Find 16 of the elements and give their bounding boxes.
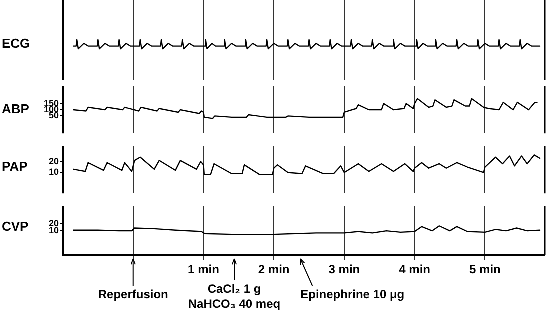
y-axis-title: ECG xyxy=(2,36,30,52)
x-tick-label: 4 min xyxy=(399,262,430,277)
y-axis-title: ABP xyxy=(2,102,30,117)
y-tick-label: 20 xyxy=(48,218,59,228)
x-tick-label: 1 min xyxy=(188,262,220,277)
y-axis-title: PAP xyxy=(2,158,28,174)
text: Epinephrine 10 μg xyxy=(300,287,405,302)
x-tick-label: 3 min xyxy=(328,262,360,277)
y-axis-title: CVP xyxy=(2,219,30,234)
text: CaCl₂ 1 g NaHCO₃ 40 meq xyxy=(188,282,281,311)
y-tick-label: 10 xyxy=(48,226,59,236)
x-tick-label: 5 min xyxy=(470,262,501,277)
x-tick-label: 2 min xyxy=(258,262,290,277)
y-tick-label: 10 xyxy=(48,167,59,178)
annotation: Reperfusion xyxy=(98,287,168,302)
y-tick-label: 20 xyxy=(48,156,59,166)
